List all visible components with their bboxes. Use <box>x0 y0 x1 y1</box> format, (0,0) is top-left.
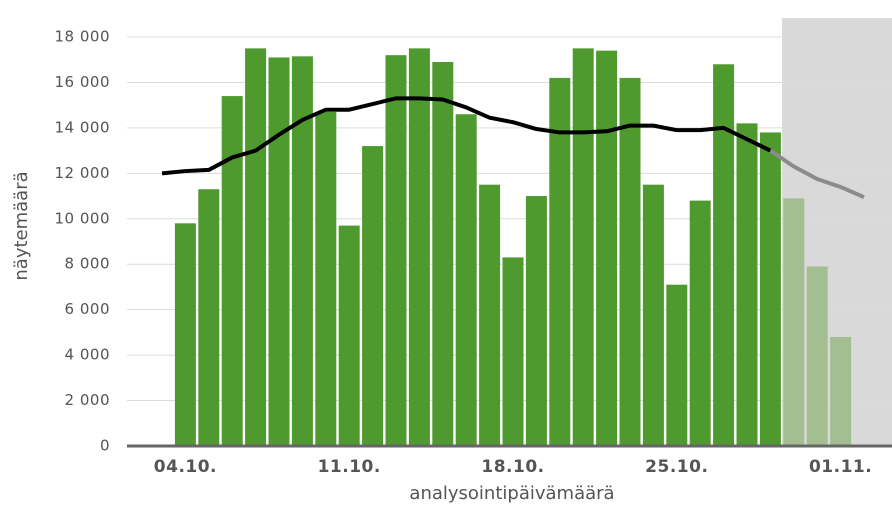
y-tick-label: 8 000 <box>65 255 110 273</box>
line-shaded <box>769 148 865 200</box>
bar <box>291 56 313 446</box>
bar <box>736 123 758 446</box>
bar <box>362 146 384 447</box>
y-tick-label: 18 000 <box>55 28 111 46</box>
bar <box>315 111 337 446</box>
bar <box>549 77 571 447</box>
bar <box>432 61 454 446</box>
bar <box>596 50 618 447</box>
bar <box>830 336 852 446</box>
bar <box>174 223 196 446</box>
bar <box>455 114 477 446</box>
bar <box>245 48 267 446</box>
line <box>161 96 772 176</box>
bar <box>713 64 735 447</box>
y-tick-label: 12 000 <box>55 164 111 182</box>
y-tick-label: 16 000 <box>55 73 111 91</box>
x-tick-label: 18.10. <box>481 457 544 477</box>
x-tick-label: 11.10. <box>318 457 381 477</box>
bar <box>806 266 828 446</box>
y-tick-label: 10 000 <box>55 209 111 227</box>
bar <box>642 184 664 446</box>
bar <box>502 257 524 446</box>
y-axis-label: näytemäärä <box>11 171 32 280</box>
bar <box>221 96 243 447</box>
bar <box>338 225 360 446</box>
y-tick-label: 6 000 <box>65 300 110 318</box>
bar <box>666 284 688 446</box>
bar <box>759 132 781 446</box>
y-tick-label: 0 <box>100 437 110 455</box>
x-axis-label: analysointipäivämäärä <box>409 483 614 504</box>
bar <box>198 189 220 446</box>
bar <box>689 200 711 446</box>
bar <box>408 48 430 446</box>
x-tick-label: 04.10. <box>154 457 217 477</box>
bar <box>479 184 501 446</box>
bar <box>268 57 290 446</box>
bar <box>619 77 641 447</box>
bar <box>525 196 547 446</box>
y-tick-label: 4 000 <box>65 346 110 364</box>
y-tick-label: 14 000 <box>55 118 111 136</box>
x-tick-label: 25.10. <box>645 457 708 477</box>
bar <box>783 198 805 446</box>
bar <box>385 55 407 447</box>
bar <box>572 48 594 446</box>
x-tick-label: 01.11. <box>809 457 872 477</box>
y-tick-label: 2 000 <box>65 391 110 409</box>
